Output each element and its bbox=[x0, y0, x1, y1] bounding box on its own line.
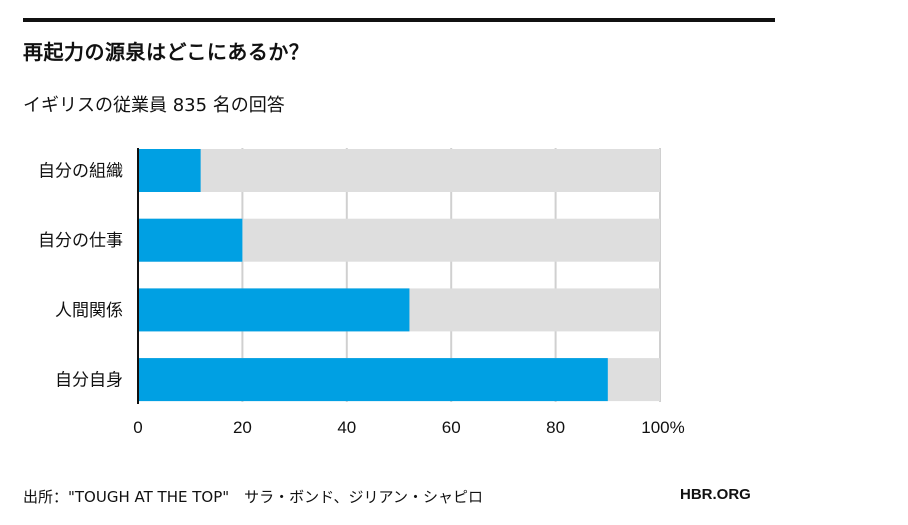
tick-label-0: 0 bbox=[133, 418, 142, 437]
bar-3 bbox=[138, 358, 608, 402]
tick-label-4: 80 bbox=[546, 418, 565, 437]
brand-logo: HBR.ORG bbox=[680, 486, 751, 503]
tick-label-3: 60 bbox=[442, 418, 461, 437]
bar-1 bbox=[138, 218, 243, 262]
bar-0 bbox=[138, 149, 201, 192]
tick-label-1: 20 bbox=[233, 418, 252, 437]
chart-subtitle: イギリスの従業員 835 名の回答 bbox=[23, 95, 285, 116]
axis-layer: 0 20 40 60 80 100% bbox=[133, 148, 685, 437]
bar-track-0 bbox=[138, 149, 660, 192]
category-label-2: 人間関係 bbox=[55, 301, 123, 321]
source-note: 出所："TOUGH AT THE TOP" サラ・ボンド、ジリアン・シャピロ bbox=[23, 488, 483, 506]
chart-title: 再起力の源泉はどこにあるか？ bbox=[23, 40, 310, 64]
top-rule bbox=[23, 18, 775, 22]
tick-label-5: 100% bbox=[641, 418, 684, 437]
category-label-1: 自分の仕事 bbox=[38, 231, 123, 251]
category-label-3: 自分自身 bbox=[55, 371, 123, 391]
bar-2 bbox=[138, 288, 410, 332]
tick-label-2: 40 bbox=[337, 418, 356, 437]
category-label-0: 自分の組織 bbox=[38, 162, 123, 182]
